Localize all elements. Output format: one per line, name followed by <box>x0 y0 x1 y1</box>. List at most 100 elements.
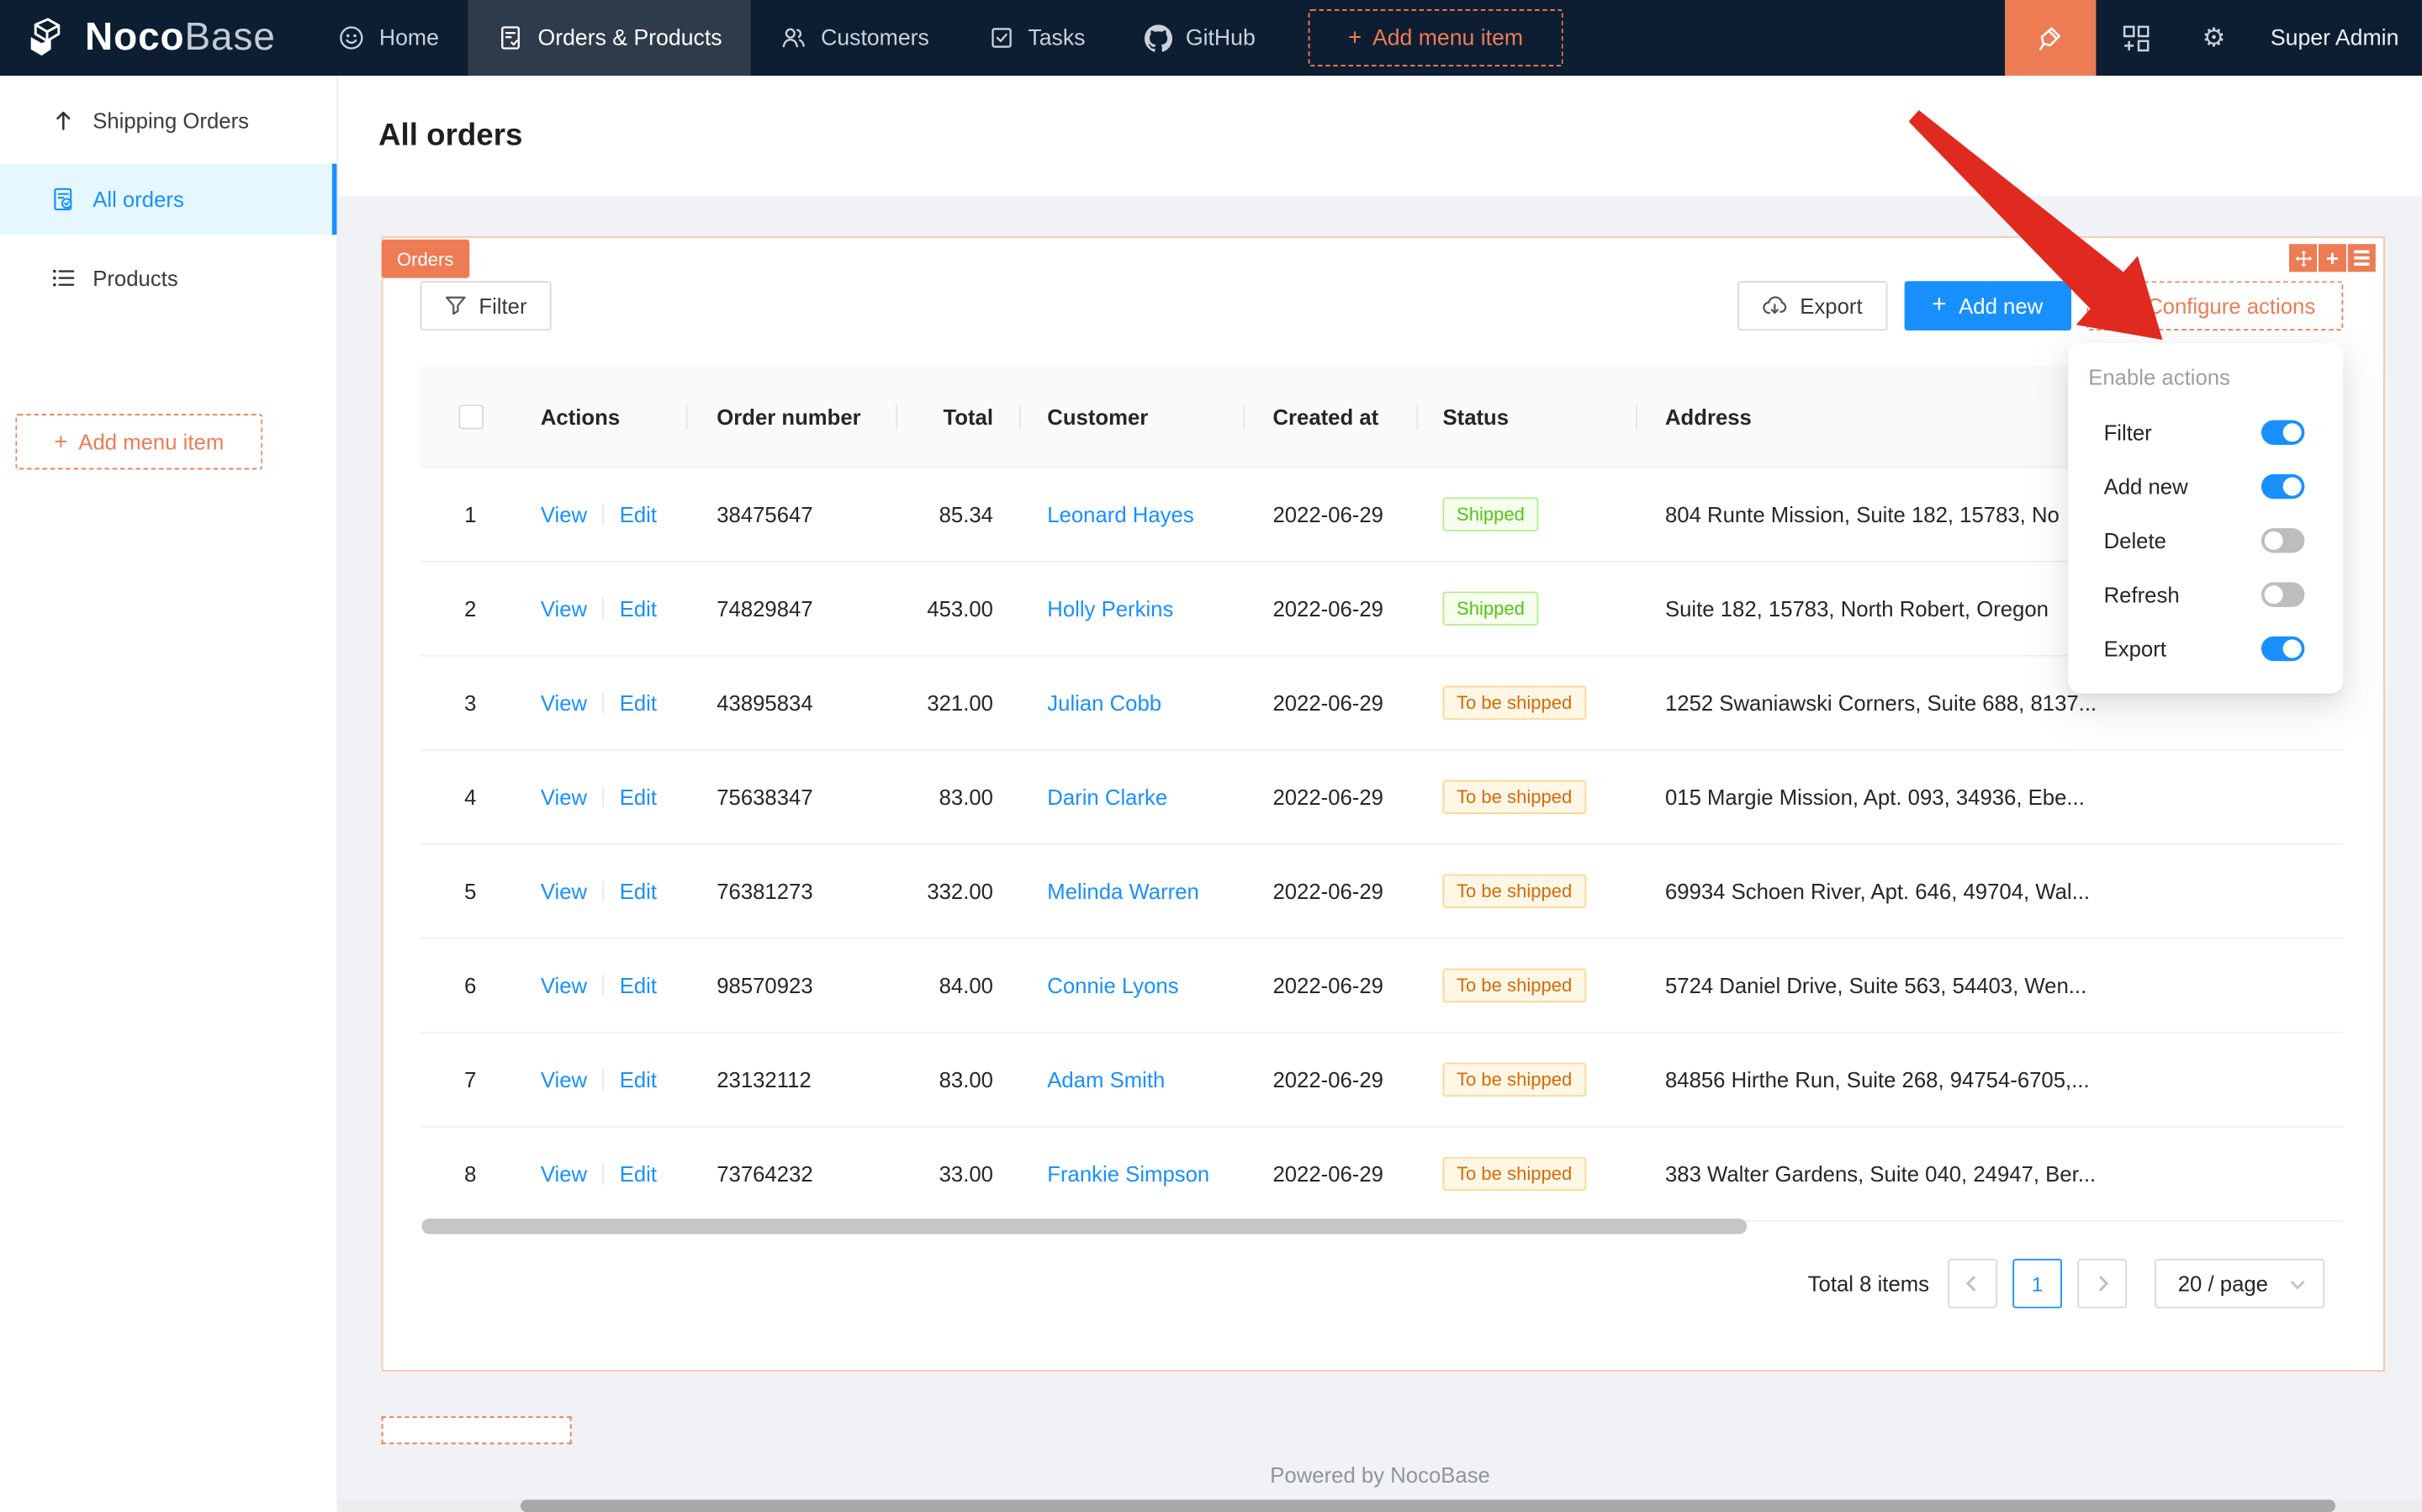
toggle-switch[interactable] <box>2261 635 2305 661</box>
previous-page-button[interactable] <box>1948 1258 1997 1308</box>
action-divider <box>602 1163 605 1185</box>
customers-people-icon <box>780 24 806 50</box>
logo-text-bold: Noco <box>85 15 185 59</box>
action-divider <box>602 1068 605 1091</box>
dropdown-toggle-item[interactable]: Filter <box>2068 404 2343 458</box>
edit-link[interactable]: Edit <box>619 690 657 716</box>
block-collection-tag: Orders <box>381 239 469 278</box>
menu-item-customers[interactable]: Customers <box>751 0 958 76</box>
status-badge: Shipped <box>1442 591 1539 626</box>
view-link[interactable]: View <box>540 595 588 621</box>
sidebar-item-products[interactable]: Products <box>0 242 336 313</box>
export-button[interactable]: Export <box>1737 281 1888 331</box>
view-link[interactable]: View <box>540 785 588 810</box>
customer-link[interactable]: Adam Smith <box>1047 1067 1166 1092</box>
table-row: 6 View Edit 98570923 84.00 Connie Lyons … <box>420 938 2344 1034</box>
page-1-button[interactable]: 1 <box>2012 1258 2062 1308</box>
row-index: 4 <box>464 785 477 810</box>
main-menu: Home Orders & Products Customers Tasks <box>309 0 1284 76</box>
menu-item-orders-products[interactable]: Orders & Products <box>468 0 752 76</box>
view-link[interactable]: View <box>540 879 588 904</box>
sidebar-item-shipping-orders[interactable]: Shipping Orders <box>0 85 336 156</box>
edit-link[interactable]: Edit <box>619 595 657 621</box>
customer-link[interactable]: Julian Cobb <box>1047 690 1162 716</box>
settings-button[interactable]: ⚙ <box>2176 24 2251 50</box>
status-badge: To be shipped <box>1442 1062 1586 1097</box>
menu-item-home[interactable]: Home <box>309 0 468 76</box>
action-divider <box>602 503 605 526</box>
sidebar-item-all-orders[interactable]: All orders <box>0 163 337 235</box>
menu-item-label: Tasks <box>1028 25 1086 50</box>
created-at-cell: 2022-06-29 <box>1272 973 1383 998</box>
block-menu-icon[interactable] <box>2347 244 2376 272</box>
status-badge: To be shipped <box>1442 1156 1586 1192</box>
edit-link[interactable]: Edit <box>619 501 657 527</box>
navbar-add-menu-item-button[interactable]: + Add menu item <box>1308 9 1563 66</box>
customer-link[interactable]: Frankie Simpson <box>1047 1161 1210 1187</box>
edit-link[interactable]: Edit <box>619 785 657 810</box>
customer-link[interactable]: Connie Lyons <box>1047 973 1179 998</box>
page-header: All orders <box>338 75 2422 197</box>
view-link[interactable]: View <box>540 690 588 716</box>
toggle-switch[interactable] <box>2261 527 2305 552</box>
sidebar-add-menu-item-button[interactable]: + Add menu item <box>15 414 263 470</box>
nocobase-logo[interactable]: NocoBase <box>0 0 309 76</box>
created-at-cell: 2022-06-29 <box>1272 1161 1383 1187</box>
table-row: 8 View Edit 73764232 33.00 Frankie Simps… <box>420 1127 2344 1222</box>
dropdown-toggle-item[interactable]: Delete <box>2068 513 2343 567</box>
menu-item-github[interactable]: GitHub <box>1114 0 1284 76</box>
order-number-cell: 74829847 <box>717 595 813 621</box>
block-designer-toolbar: + <box>2288 244 2376 272</box>
user-menu[interactable]: Super Admin <box>2270 25 2399 50</box>
edit-link[interactable]: Edit <box>619 1161 657 1187</box>
menu-item-tasks[interactable]: Tasks <box>959 0 1115 76</box>
filter-button[interactable]: Filter <box>420 281 552 331</box>
dropdown-toggle-item[interactable]: Add new <box>2068 458 2343 512</box>
plus-icon: + <box>1348 24 1362 51</box>
toggle-label: Export <box>2103 635 2166 661</box>
nocobase-logo-icon <box>24 14 71 61</box>
plus-icon: + <box>1932 292 1947 319</box>
row-index: 2 <box>464 595 477 621</box>
customer-link[interactable]: Leonard Hayes <box>1047 501 1194 527</box>
next-page-button[interactable] <box>2077 1258 2128 1308</box>
add-new-button[interactable]: + Add new <box>1904 281 2071 331</box>
created-at-cell: 2022-06-29 <box>1272 785 1383 810</box>
edit-link[interactable]: Edit <box>619 879 657 904</box>
unordered-list-icon <box>51 266 76 290</box>
select-all-checkbox[interactable] <box>457 404 483 429</box>
customer-link[interactable]: Holly Perkins <box>1047 595 1174 621</box>
chevron-down-icon <box>2289 1275 2306 1292</box>
scrollbar-thumb[interactable] <box>421 1219 1748 1234</box>
add-block-icon[interactable]: + <box>2318 244 2346 272</box>
toggle-switch[interactable] <box>2261 473 2305 499</box>
add-block-button[interactable]: + Add block <box>381 1416 572 1445</box>
toggle-switch[interactable] <box>2261 419 2305 445</box>
column-header-order-number: Order number <box>685 404 896 428</box>
download-cloud-icon <box>1763 293 1787 318</box>
customer-link[interactable]: Melinda Warren <box>1047 879 1199 904</box>
drag-handle-icon[interactable] <box>2288 244 2318 272</box>
dropdown-toggle-item[interactable]: Refresh <box>2068 567 2343 621</box>
customer-link[interactable]: Darin Clarke <box>1047 785 1168 810</box>
orders-table: Actions Order number Total Customer Crea… <box>420 366 2344 1222</box>
address-cell: 015 Margie Mission, Apt. 093, 34936, Ebe… <box>1664 785 2085 810</box>
appstore-add-icon <box>2122 24 2150 51</box>
ui-editor-button[interactable] <box>2004 0 2096 76</box>
page-size-select[interactable]: 20 / page <box>2155 1258 2325 1308</box>
scrollbar-thumb[interactable] <box>520 1499 2336 1512</box>
view-link[interactable]: View <box>540 973 588 998</box>
view-link[interactable]: View <box>540 501 588 527</box>
toggle-switch[interactable] <box>2261 581 2305 606</box>
total-cell: 332.00 <box>927 879 993 904</box>
plugin-manager-button[interactable] <box>2096 24 2176 51</box>
edit-link[interactable]: Edit <box>619 1067 657 1092</box>
configure-actions-button[interactable]: ⚙ Configure actions <box>2086 281 2344 331</box>
dropdown-toggle-item[interactable]: Export <box>2068 621 2343 674</box>
edit-link[interactable]: Edit <box>619 973 657 998</box>
view-link[interactable]: View <box>540 1067 588 1092</box>
tasks-checksquare-icon <box>988 24 1014 50</box>
view-link[interactable]: View <box>540 1161 588 1187</box>
table-header-row: Actions Order number Total Customer Crea… <box>420 366 2344 468</box>
created-at-cell: 2022-06-29 <box>1272 690 1383 716</box>
